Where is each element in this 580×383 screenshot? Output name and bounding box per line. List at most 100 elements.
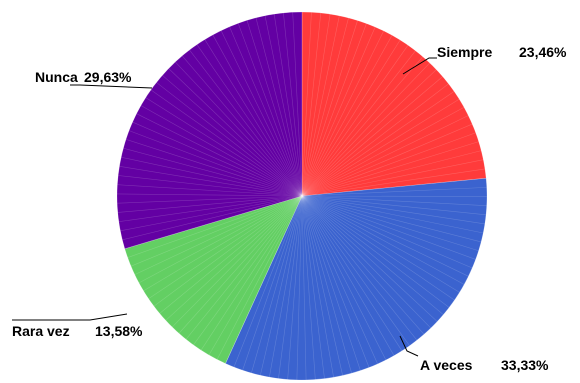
slice-texture-line <box>301 14 331 197</box>
slice-texture-line <box>119 166 303 197</box>
slice-texture-line <box>301 23 367 197</box>
slice-texture-line <box>117 195 303 204</box>
slice-texture-line <box>301 195 425 335</box>
slice-texture-line <box>301 195 395 356</box>
slice-texture-line <box>301 195 316 380</box>
slice-texture-line <box>136 113 303 197</box>
slice-texture-line <box>132 121 303 197</box>
slice-texture-line <box>117 184 303 197</box>
slice-texture-line <box>118 195 303 222</box>
slice-texture-line <box>301 195 479 252</box>
slice-texture-line <box>117 195 303 213</box>
slice-texture-line <box>301 195 334 378</box>
slice-texture-line <box>301 83 449 197</box>
slice-texture-line <box>301 15 340 197</box>
slice-texture-line <box>301 69 437 197</box>
slice-texture-line <box>301 195 432 329</box>
slice-texture-line <box>220 30 303 197</box>
slice-texture-line <box>301 195 410 346</box>
slice-texture-line <box>120 195 303 232</box>
slice-texture-line <box>150 89 303 197</box>
pie-slice-rara-vez <box>124 195 303 364</box>
pie-slice-a-veces <box>225 177 488 381</box>
slice-texture-line <box>148 195 303 299</box>
slice-label-a-veces: A veces 33,33% <box>420 357 549 373</box>
slice-texture-line <box>301 195 484 234</box>
slice-texture-line <box>301 159 484 197</box>
slice-texture-line <box>292 12 303 197</box>
slice-texture-line <box>301 195 343 376</box>
slice-texture-line <box>200 195 303 351</box>
slice-texture-line <box>246 20 303 197</box>
slice-texture-line <box>301 195 482 243</box>
slice-texture-line <box>301 56 424 197</box>
slice-label-siempre: Siempre 23,46% <box>437 44 567 60</box>
slice-texture-line <box>242 195 303 371</box>
slice-texture-line <box>143 195 303 292</box>
slice-texture-line <box>168 68 303 197</box>
slice-texture-line <box>128 130 303 197</box>
pie-slices <box>116 11 488 381</box>
slice-texture-line <box>301 195 450 308</box>
slice-texture-line <box>255 17 303 197</box>
pie-slice-nunca <box>116 11 303 250</box>
slice-texture-line <box>196 44 303 197</box>
slice-texture-line <box>301 195 487 216</box>
slice-texture-line <box>301 17 349 197</box>
slice-texture-line <box>301 132 476 197</box>
slice-texture-line <box>273 14 303 197</box>
slice-texture-line <box>301 98 460 197</box>
slice-texture-line <box>301 195 488 197</box>
slice-texture-line <box>233 195 303 368</box>
slice-texture-line <box>189 49 303 197</box>
leader-line-nunca <box>70 84 153 89</box>
slice-texture-line <box>301 195 473 269</box>
slice-texture-line <box>122 195 303 241</box>
slice-texture-line <box>140 105 303 197</box>
slice-texture-line <box>269 195 303 378</box>
slice-texture-line <box>301 30 384 197</box>
slice-texture-line <box>301 20 358 197</box>
slice-texture-line <box>301 26 376 197</box>
slice-texture-line <box>301 195 455 301</box>
slice-texture-line <box>301 45 409 197</box>
slice-texture-line <box>301 12 322 197</box>
slice-texture-line <box>301 91 455 197</box>
slice-texture-line <box>301 12 312 197</box>
slice-texture-line <box>301 195 438 322</box>
slice-texture-line <box>125 139 303 197</box>
slice-texture-line <box>165 195 303 321</box>
slice-texture-line <box>301 195 325 379</box>
slice-label-nunca: Nunca 29,63% <box>35 69 132 85</box>
slice-texture-line <box>159 195 303 314</box>
slice-texture-line <box>153 195 303 307</box>
slice-texture-line <box>301 195 487 207</box>
slice-texture-line <box>296 195 303 380</box>
leader-line-rara-vez <box>12 313 128 321</box>
slice-texture-line <box>301 115 469 197</box>
slice-texture-line <box>301 168 486 197</box>
slice-texture-line <box>301 195 361 371</box>
slice-texture-line <box>260 195 303 376</box>
slice-texture-line <box>175 61 303 197</box>
slice-texture-line <box>118 175 303 197</box>
slice-texture-line <box>301 187 487 197</box>
slice-texture-line <box>212 34 303 197</box>
slice-texture-line <box>287 195 303 380</box>
slice-texture-line <box>229 26 303 197</box>
slice-texture-line <box>301 50 416 197</box>
slice-texture-line <box>301 76 443 197</box>
leader-line-siempre <box>402 57 437 75</box>
slice-texture-line <box>301 62 430 197</box>
slice-texture-line <box>127 195 303 258</box>
slice-texture-line <box>251 195 303 374</box>
slice-texture-line <box>283 12 303 197</box>
slice-texture-line <box>237 23 303 197</box>
slice-texture-line <box>301 195 387 361</box>
slice-texture-line <box>216 195 303 360</box>
slice-texture-line <box>301 195 465 285</box>
slice-texture-line <box>156 82 303 197</box>
slice-texture-line <box>301 195 476 260</box>
slice-texture-line <box>301 150 482 197</box>
